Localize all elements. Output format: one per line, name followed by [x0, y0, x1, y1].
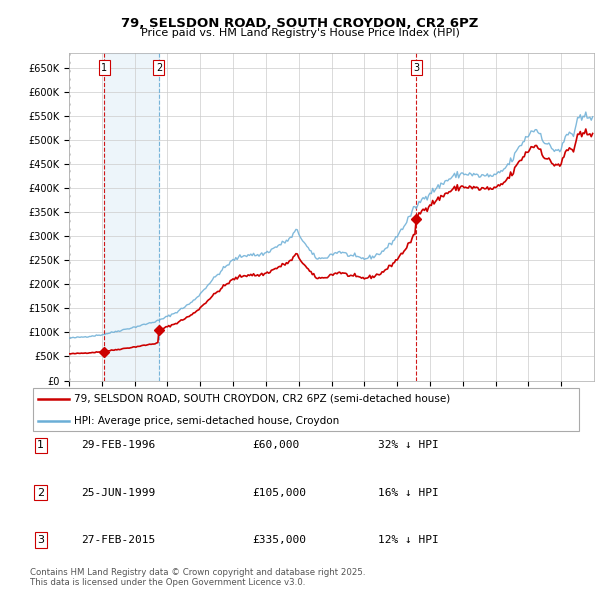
- Text: £105,000: £105,000: [252, 488, 306, 497]
- Text: £335,000: £335,000: [252, 535, 306, 545]
- Text: 1: 1: [37, 441, 44, 450]
- Text: Contains HM Land Registry data © Crown copyright and database right 2025.
This d: Contains HM Land Registry data © Crown c…: [30, 568, 365, 587]
- Text: 29-FEB-1996: 29-FEB-1996: [81, 441, 155, 450]
- Text: 1: 1: [101, 63, 107, 73]
- Text: 2: 2: [37, 488, 44, 497]
- Text: 16% ↓ HPI: 16% ↓ HPI: [378, 488, 439, 497]
- Text: 27-FEB-2015: 27-FEB-2015: [81, 535, 155, 545]
- Text: 25-JUN-1999: 25-JUN-1999: [81, 488, 155, 497]
- Text: 79, SELSDON ROAD, SOUTH CROYDON, CR2 6PZ: 79, SELSDON ROAD, SOUTH CROYDON, CR2 6PZ: [121, 17, 479, 30]
- Text: £60,000: £60,000: [252, 441, 299, 450]
- Text: 12% ↓ HPI: 12% ↓ HPI: [378, 535, 439, 545]
- Text: HPI: Average price, semi-detached house, Croydon: HPI: Average price, semi-detached house,…: [74, 416, 340, 426]
- Text: 3: 3: [37, 535, 44, 545]
- FancyBboxPatch shape: [33, 388, 579, 431]
- Text: 3: 3: [413, 63, 419, 73]
- Text: 2: 2: [156, 63, 162, 73]
- Bar: [104, 53, 159, 381]
- Text: 79, SELSDON ROAD, SOUTH CROYDON, CR2 6PZ (semi-detached house): 79, SELSDON ROAD, SOUTH CROYDON, CR2 6PZ…: [74, 394, 451, 404]
- Text: Price paid vs. HM Land Registry's House Price Index (HPI): Price paid vs. HM Land Registry's House …: [140, 28, 460, 38]
- Text: 32% ↓ HPI: 32% ↓ HPI: [378, 441, 439, 450]
